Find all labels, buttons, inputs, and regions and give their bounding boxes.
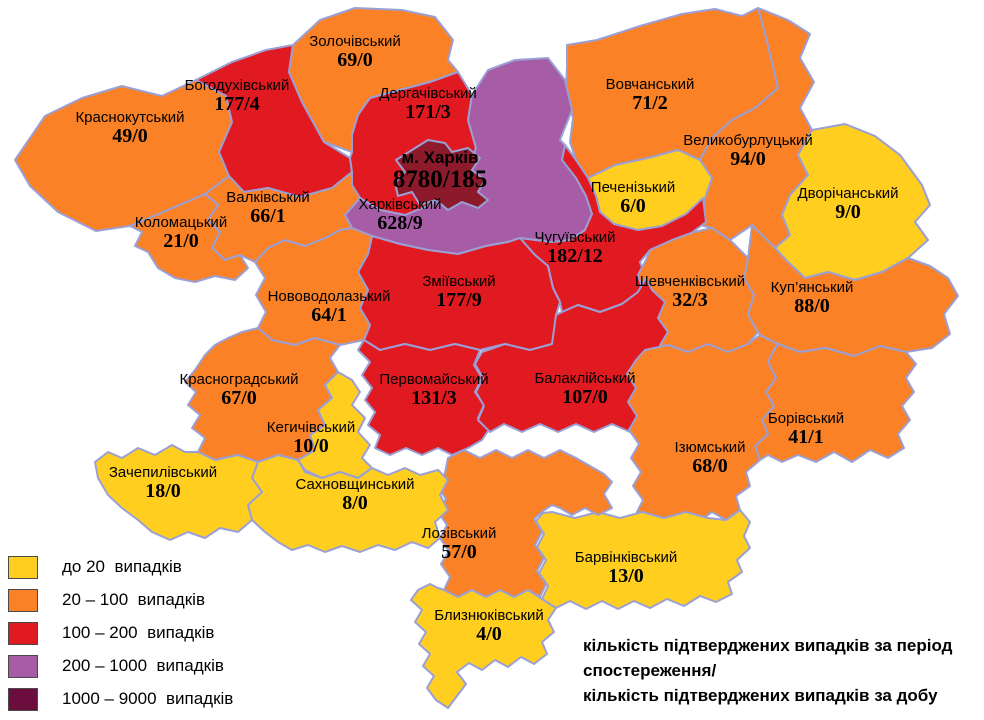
label-iziumskyi: Ізюмський 68/0 bbox=[674, 439, 746, 477]
label-zolochivskyi: Золочівський 69/0 bbox=[309, 33, 401, 71]
label-zmiivskyi: Зміївський 177/9 bbox=[422, 273, 496, 311]
label-borivskyi: Борівський 41/1 bbox=[767, 410, 845, 448]
label-sakhnovshchynskyi: Сахновщинський 8/0 bbox=[295, 476, 415, 514]
label-lozivskyi: Лозівський 57/0 bbox=[421, 525, 497, 563]
legend-swatch-purple bbox=[8, 654, 38, 678]
map-note: кількість підтверджених випадків за пері… bbox=[583, 633, 973, 708]
label-velykoburlutskyi: Великобурлуцький 94/0 bbox=[683, 132, 813, 170]
label-derhachivskyi: Дергачівський 171/3 bbox=[379, 85, 477, 123]
district-iziumskyi bbox=[626, 334, 779, 525]
legend-row: 200 – 1000 випадків bbox=[8, 654, 233, 678]
district-zachepylivskyi bbox=[94, 444, 263, 541]
note-line: кількість підтверджених випадків за пері… bbox=[583, 636, 953, 655]
label-kehychivskyi: Кегичівський 10/0 bbox=[266, 419, 356, 457]
label-balakliiskyi: Балаклійський 107/0 bbox=[534, 370, 636, 408]
label-krasnokutskyi: Краснокутський 49/0 bbox=[75, 109, 185, 147]
legend-row: 1000 – 9000 випадків bbox=[8, 687, 234, 711]
label-shevchenkivskyi: Шевченківський 32/3 bbox=[634, 273, 746, 311]
district-lozivskyi bbox=[436, 449, 613, 598]
label-barvinkivskyi: Барвінківський 13/0 bbox=[574, 549, 678, 587]
legend-row: до 20 випадків bbox=[8, 555, 233, 579]
legend-label: 1000 – 9000 випадків bbox=[62, 689, 234, 708]
label-kolomatskyi: Коломацький 21/0 bbox=[134, 214, 228, 252]
label-zachepylivskyi: Зачепилівський 18/0 bbox=[108, 464, 218, 502]
legend-row: 20 – 100 випадків bbox=[8, 588, 233, 612]
label-kharkiv-city: м. Харків 8780/185 bbox=[392, 148, 488, 193]
note-line: кількість підтверджених випадків за добу bbox=[583, 686, 938, 705]
legend-swatch-red bbox=[8, 621, 38, 645]
legend-label: 200 – 1000 випадків bbox=[62, 656, 224, 675]
label-kupianskyi: Куп’янський 88/0 bbox=[770, 279, 854, 317]
label-krasnohradskyi: Красноградський 67/0 bbox=[179, 371, 299, 409]
label-kharkivskyi: Харківський 628/9 bbox=[358, 196, 442, 234]
legend-label: до 20 випадків bbox=[62, 557, 182, 576]
label-bohodukhivskyi: Богодухівський 177/4 bbox=[184, 77, 290, 115]
legend: до 20 випадків 20 – 100 випадків 100 – 2… bbox=[8, 555, 234, 720]
legend-label: 100 – 200 випадків bbox=[62, 623, 215, 642]
label-pechenizkyi: Печенізький 6/0 bbox=[590, 179, 676, 217]
district-kolomatskyi bbox=[129, 193, 249, 283]
legend-label: 20 – 100 випадків bbox=[62, 590, 205, 609]
legend-swatch-yellow bbox=[8, 555, 38, 579]
label-pervomaiskyi: Первомайський 131/3 bbox=[379, 371, 489, 409]
note-line: спостереження/ bbox=[583, 661, 717, 680]
legend-row: 100 – 200 випадків bbox=[8, 621, 233, 645]
label-valkivskyi: Валківський 66/1 bbox=[226, 189, 310, 227]
label-vovchanskyi: Вовчанський 71/2 bbox=[605, 76, 695, 114]
label-chuhuivskyi: Чугуївський 182/12 bbox=[534, 229, 616, 267]
label-blyzniukivskyi: Близнюківський 4/0 bbox=[434, 607, 544, 645]
legend-swatch-orange bbox=[8, 588, 38, 612]
label-dvorichanskyi: Дворічанський 9/0 bbox=[797, 185, 899, 223]
district-blyzniukivskyi bbox=[410, 583, 557, 709]
district-kharkiv-city bbox=[394, 139, 489, 211]
legend-swatch-dark-purple bbox=[8, 687, 38, 711]
label-novovodolazkyi: Нововодолазький 64/1 bbox=[267, 288, 391, 326]
